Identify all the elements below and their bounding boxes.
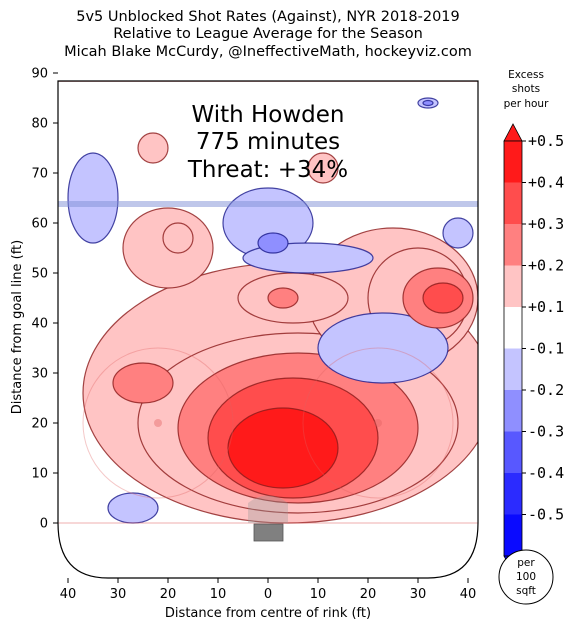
goal-crease (248, 495, 288, 523)
colorbar-band (504, 307, 522, 349)
blue-line (58, 201, 478, 207)
colorbar-label: -0.5 (528, 506, 564, 524)
y-tick-label: 40 (31, 317, 48, 332)
y-tick-label: 80 (31, 117, 48, 132)
chart-title-line-1: 5v5 Unblocked Shot Rates (Against), NYR … (76, 9, 460, 25)
x-tick-label: 0 (264, 587, 272, 602)
colorbar-label: +0.2 (528, 257, 564, 275)
colorbar-label: -0.3 (528, 423, 564, 441)
contour-region-pos (267, 287, 299, 309)
colorbar: Excess shots per hour +0.5+0.4+0.3+0.2+0… (503, 69, 564, 574)
contour-region-neg (67, 152, 119, 244)
rink-boards (57, 80, 479, 579)
x-tick-label: 10 (210, 587, 227, 602)
rink-plot (57, 75, 479, 579)
faceoff-circle-right (302, 347, 454, 499)
x-tick-label: 40 (60, 587, 77, 602)
x-tick-label: 30 (110, 587, 127, 602)
goal-net (253, 523, 284, 542)
colorbar-band (504, 514, 522, 556)
colorbar-extend-top (503, 123, 523, 142)
faceoff-dot-left (154, 419, 162, 427)
colorbar-band (504, 348, 522, 390)
x-tick-label: 30 (410, 587, 427, 602)
contour-region-pos (137, 132, 169, 164)
contour-regions (67, 97, 478, 524)
colorbar-bands (503, 123, 523, 574)
y-tick-label: 0 (40, 517, 48, 532)
y-tick-label: 20 (31, 417, 48, 432)
colorbar-label: +0.1 (528, 298, 564, 316)
colorbar-title-line-3: per hour (504, 98, 550, 110)
scale-badge-line-1: per (517, 557, 535, 569)
y-axis-label: Distance from goal line (ft) (10, 240, 25, 414)
contour-region-neg (317, 312, 449, 384)
contour-region-pos (162, 222, 194, 254)
contour-region-neg (422, 99, 434, 107)
contour-region-pos (307, 152, 339, 184)
colorbar-band (504, 265, 522, 307)
scale-badge-line-3: sqft (516, 585, 536, 597)
x-axis-label: Distance from centre of rink (ft) (165, 606, 371, 621)
chart-title-line-3: Micah Blake McCurdy, @IneffectiveMath, h… (64, 44, 472, 60)
faceoff-dot-right (374, 419, 382, 427)
colorbar-band (504, 182, 522, 224)
colorbar-label: -0.4 (528, 464, 564, 482)
x-tick-label: 40 (460, 587, 477, 602)
contour-region-neg (442, 217, 474, 249)
y-tick-label: 10 (31, 467, 48, 482)
y-axis-ticks: 0 10 20 30 40 50 60 70 80 90 (31, 67, 58, 532)
colorbar-title-line-1: Excess (508, 69, 544, 81)
colorbar-labels: +0.5 +0.4 +0.3 +0.2 +0.1 -0.1 -0.2 -0.3 -0.4 -0.5 (522, 132, 564, 524)
scale-badge: per 100 sqft (498, 549, 554, 605)
colorbar-label: +0.4 (528, 174, 564, 192)
contour-region-pos (422, 282, 464, 314)
annotation-line-1: With Howden (191, 102, 344, 128)
y-tick-label: 50 (31, 267, 48, 282)
scale-badge-circle (498, 549, 554, 605)
faceoff-circle-left (82, 347, 234, 499)
x-tick-label: 20 (360, 587, 377, 602)
y-tick-label: 90 (31, 67, 48, 82)
colorbar-band (504, 224, 522, 266)
scale-badge-line-2: 100 (516, 571, 536, 583)
colorbar-band (504, 390, 522, 432)
contour-region-pos (112, 362, 174, 404)
contour-region-pos (227, 407, 339, 489)
x-tick-label: 20 (160, 587, 177, 602)
colorbar-label: -0.2 (528, 381, 564, 399)
colorbar-label: -0.1 (528, 340, 564, 358)
contour-region-neg (257, 232, 289, 254)
colorbar-band (504, 141, 522, 183)
colorbar-label: +0.5 (528, 132, 564, 150)
y-tick-label: 70 (31, 167, 48, 182)
y-tick-label: 60 (31, 217, 48, 232)
annotation-line-2: 775 minutes (196, 129, 340, 155)
colorbar-band (504, 431, 522, 473)
colorbar-title-line-2: shots (512, 83, 540, 95)
x-axis-ticks: 40 30 20 10 0 10 20 30 40 (60, 578, 477, 602)
colorbar-label: +0.3 (528, 215, 564, 233)
y-tick-label: 30 (31, 367, 48, 382)
chart-title-line-2: Relative to League Average for the Seaso… (113, 26, 423, 42)
colorbar-band (504, 473, 522, 515)
x-tick-label: 10 (310, 587, 327, 602)
annotation-line-3: Threat: +34% (187, 157, 348, 183)
